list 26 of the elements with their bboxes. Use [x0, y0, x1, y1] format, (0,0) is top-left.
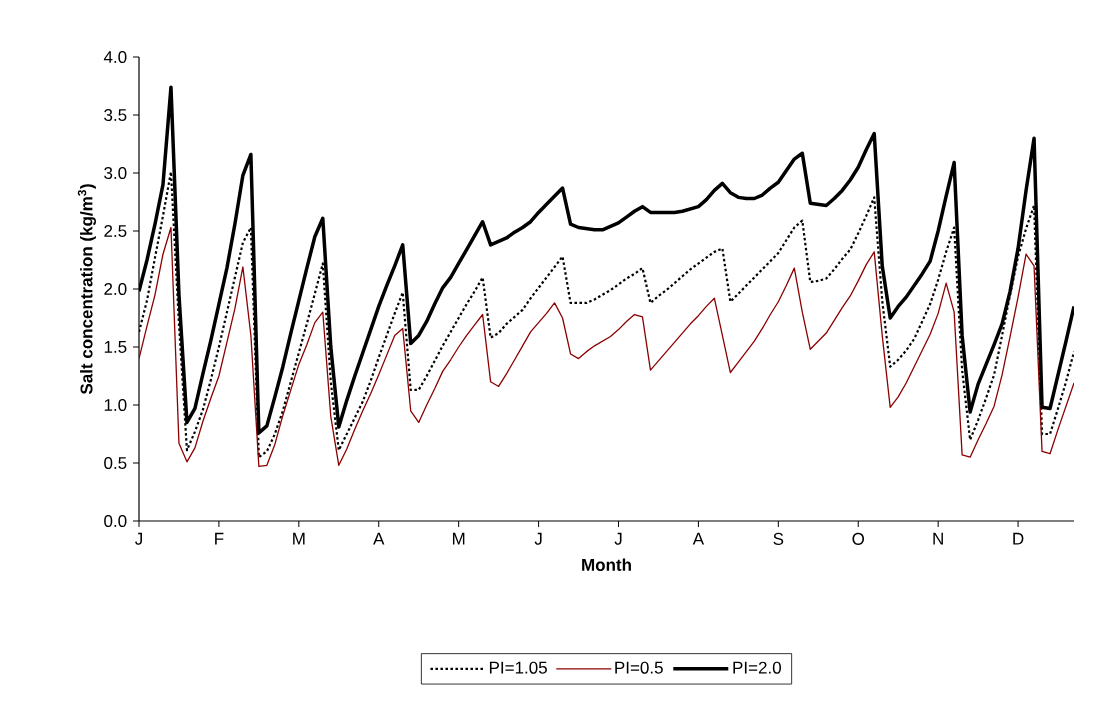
x-axis-title: Month — [582, 558, 631, 571]
legend-label: PI=1.05 — [489, 661, 547, 674]
x-tick-label: N — [933, 532, 943, 545]
x-tick-label: M — [293, 532, 305, 545]
y-tick-label: 0.0 — [104, 514, 127, 528]
x-tick-label: A — [692, 532, 705, 545]
x-tick-label: J — [135, 532, 142, 545]
legend-label: PI=2.0 — [733, 661, 781, 674]
x-tick-label: F — [215, 532, 224, 545]
y-tick-label: 2.0 — [104, 282, 127, 296]
text: Salt concentration (kg/m$^{3}$) — [77, 184, 96, 395]
x-tick-label: A — [373, 532, 385, 545]
y-tick-label: 4.0 — [103, 50, 127, 64]
x-tick-label: M — [452, 532, 465, 545]
y-tick-label: 2.5 — [104, 224, 127, 238]
y-tick-label: 1.5 — [104, 341, 127, 353]
x-tick-label: J — [534, 532, 542, 545]
x-tick-label: D — [1013, 532, 1024, 545]
legend-label: PI=0.5 — [615, 661, 663, 674]
y-tick-label: 0.5 — [104, 456, 127, 470]
x-tick-label: O — [852, 532, 865, 545]
x-tick-label: J — [614, 532, 622, 545]
y-tick-label: 1.0 — [104, 398, 127, 412]
x-tick-label: S — [773, 532, 784, 545]
y-tick-label: 3.0 — [104, 166, 127, 180]
y-tick-label: 3.5 — [104, 108, 127, 122]
